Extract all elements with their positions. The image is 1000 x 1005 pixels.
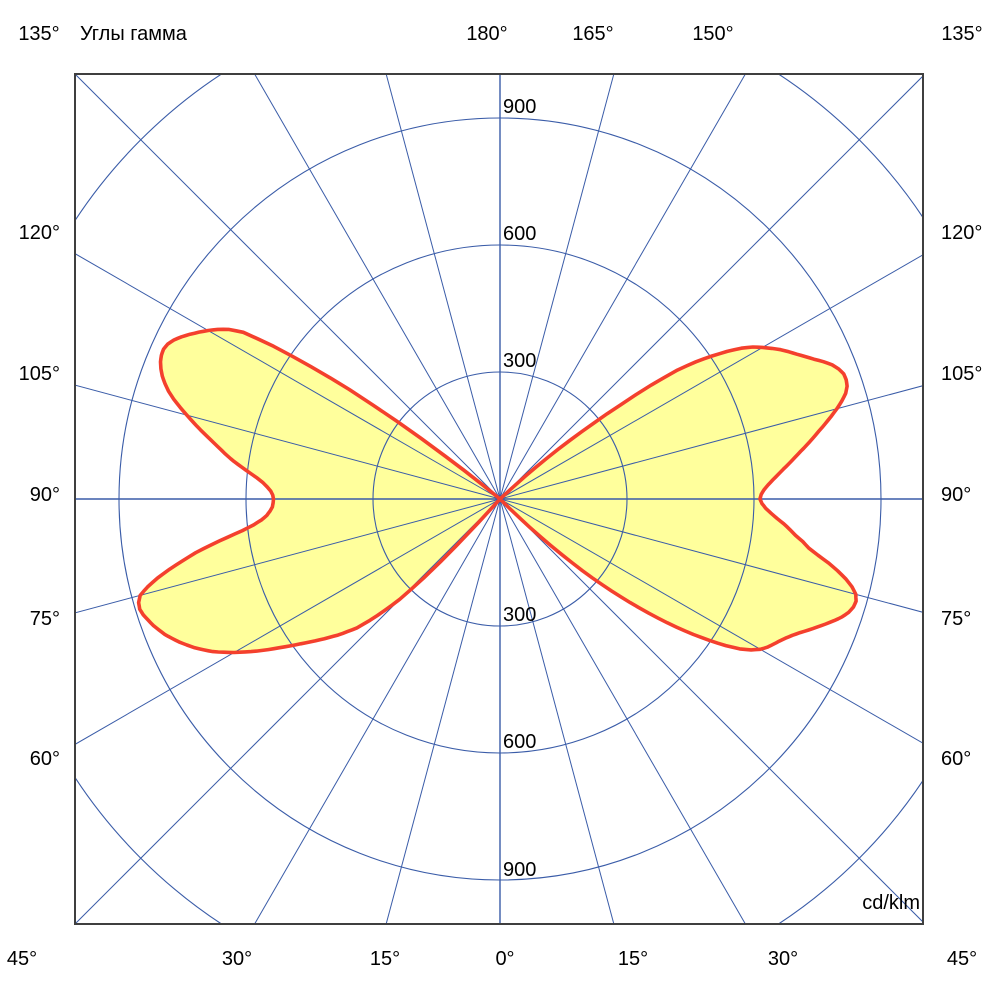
units-label: cd/klm bbox=[862, 892, 920, 914]
angle-label-top-135-right: 135° bbox=[941, 23, 982, 45]
radius-label-upper-2: 300 bbox=[503, 350, 536, 372]
grid-ray-135 bbox=[499, 498, 923, 923]
grid-ray-195 bbox=[385, 498, 501, 924]
radius-label-lower-1: 600 bbox=[503, 731, 536, 753]
plot-frame bbox=[74, 73, 924, 925]
grid-ray-150 bbox=[499, 498, 746, 924]
angle-label-right-0: 120° bbox=[941, 222, 982, 244]
chart-title: Углы гамма bbox=[80, 23, 188, 45]
angle-label-top-180: 180° bbox=[466, 23, 507, 45]
angle-label-left-4: 60° bbox=[30, 748, 60, 770]
grid-ray-60 bbox=[499, 254, 923, 500]
angle-label-left-1: 105° bbox=[19, 363, 60, 385]
angle-label-bottom-4: 15° bbox=[618, 948, 648, 970]
intensity-curve-line bbox=[136, 327, 858, 655]
angle-label-bottom-1: 30° bbox=[222, 948, 252, 970]
angle-label-bottom-2: 15° bbox=[370, 948, 400, 970]
angle-label-left-0: 120° bbox=[19, 222, 60, 244]
angle-label-bottom-6: 45° bbox=[947, 948, 977, 970]
angle-label-right-4: 60° bbox=[941, 748, 971, 770]
angle-label-right-2: 90° bbox=[941, 484, 971, 506]
radius-label-upper-0: 900 bbox=[503, 96, 536, 118]
intensity-curve-fill bbox=[138, 329, 857, 653]
angle-label-right-1: 105° bbox=[941, 363, 982, 385]
angle-label-top-165: 165° bbox=[572, 23, 613, 45]
intensity-curve-outline bbox=[136, 327, 858, 655]
angle-label-top-135-left: 135° bbox=[18, 23, 59, 45]
grid-ray-225 bbox=[75, 498, 501, 924]
grid-ray-15 bbox=[499, 74, 615, 500]
angle-label-bottom-5: 30° bbox=[768, 948, 798, 970]
angle-label-left-3: 75° bbox=[30, 608, 60, 630]
angle-label-right-3: 75° bbox=[941, 608, 971, 630]
radius-label-lower-0: 300 bbox=[503, 604, 536, 626]
grid-ray-255 bbox=[75, 498, 501, 614]
grid-ray-315 bbox=[75, 74, 501, 500]
intensity-curve-area bbox=[138, 329, 857, 653]
radius-label-upper-1: 600 bbox=[503, 223, 536, 245]
grid-ray-300 bbox=[75, 253, 501, 500]
grid-ray-345 bbox=[385, 74, 501, 500]
grid-ray-45 bbox=[499, 75, 923, 500]
grid-ray-165 bbox=[499, 498, 615, 924]
grid-ray-30 bbox=[499, 74, 746, 500]
radius-label-lower-2: 900 bbox=[503, 859, 536, 881]
angle-label-top-150: 150° bbox=[692, 23, 733, 45]
grid-ray-330 bbox=[254, 74, 501, 500]
angle-label-bottom-3: 0° bbox=[495, 948, 514, 970]
grid-ray-105 bbox=[499, 498, 923, 613]
grid-ray-210 bbox=[254, 498, 501, 924]
grid-ray-120 bbox=[499, 498, 923, 744]
angle-label-bottom-0: 45° bbox=[7, 948, 37, 970]
grid-ray-75 bbox=[499, 385, 923, 500]
axis-labels: 135° Углы гамма 180° 165° 150° 135° 45° 30° 15° 0… bbox=[7, 23, 983, 970]
grid-ray-240 bbox=[75, 498, 501, 745]
angle-label-left-2: 90° bbox=[30, 484, 60, 506]
